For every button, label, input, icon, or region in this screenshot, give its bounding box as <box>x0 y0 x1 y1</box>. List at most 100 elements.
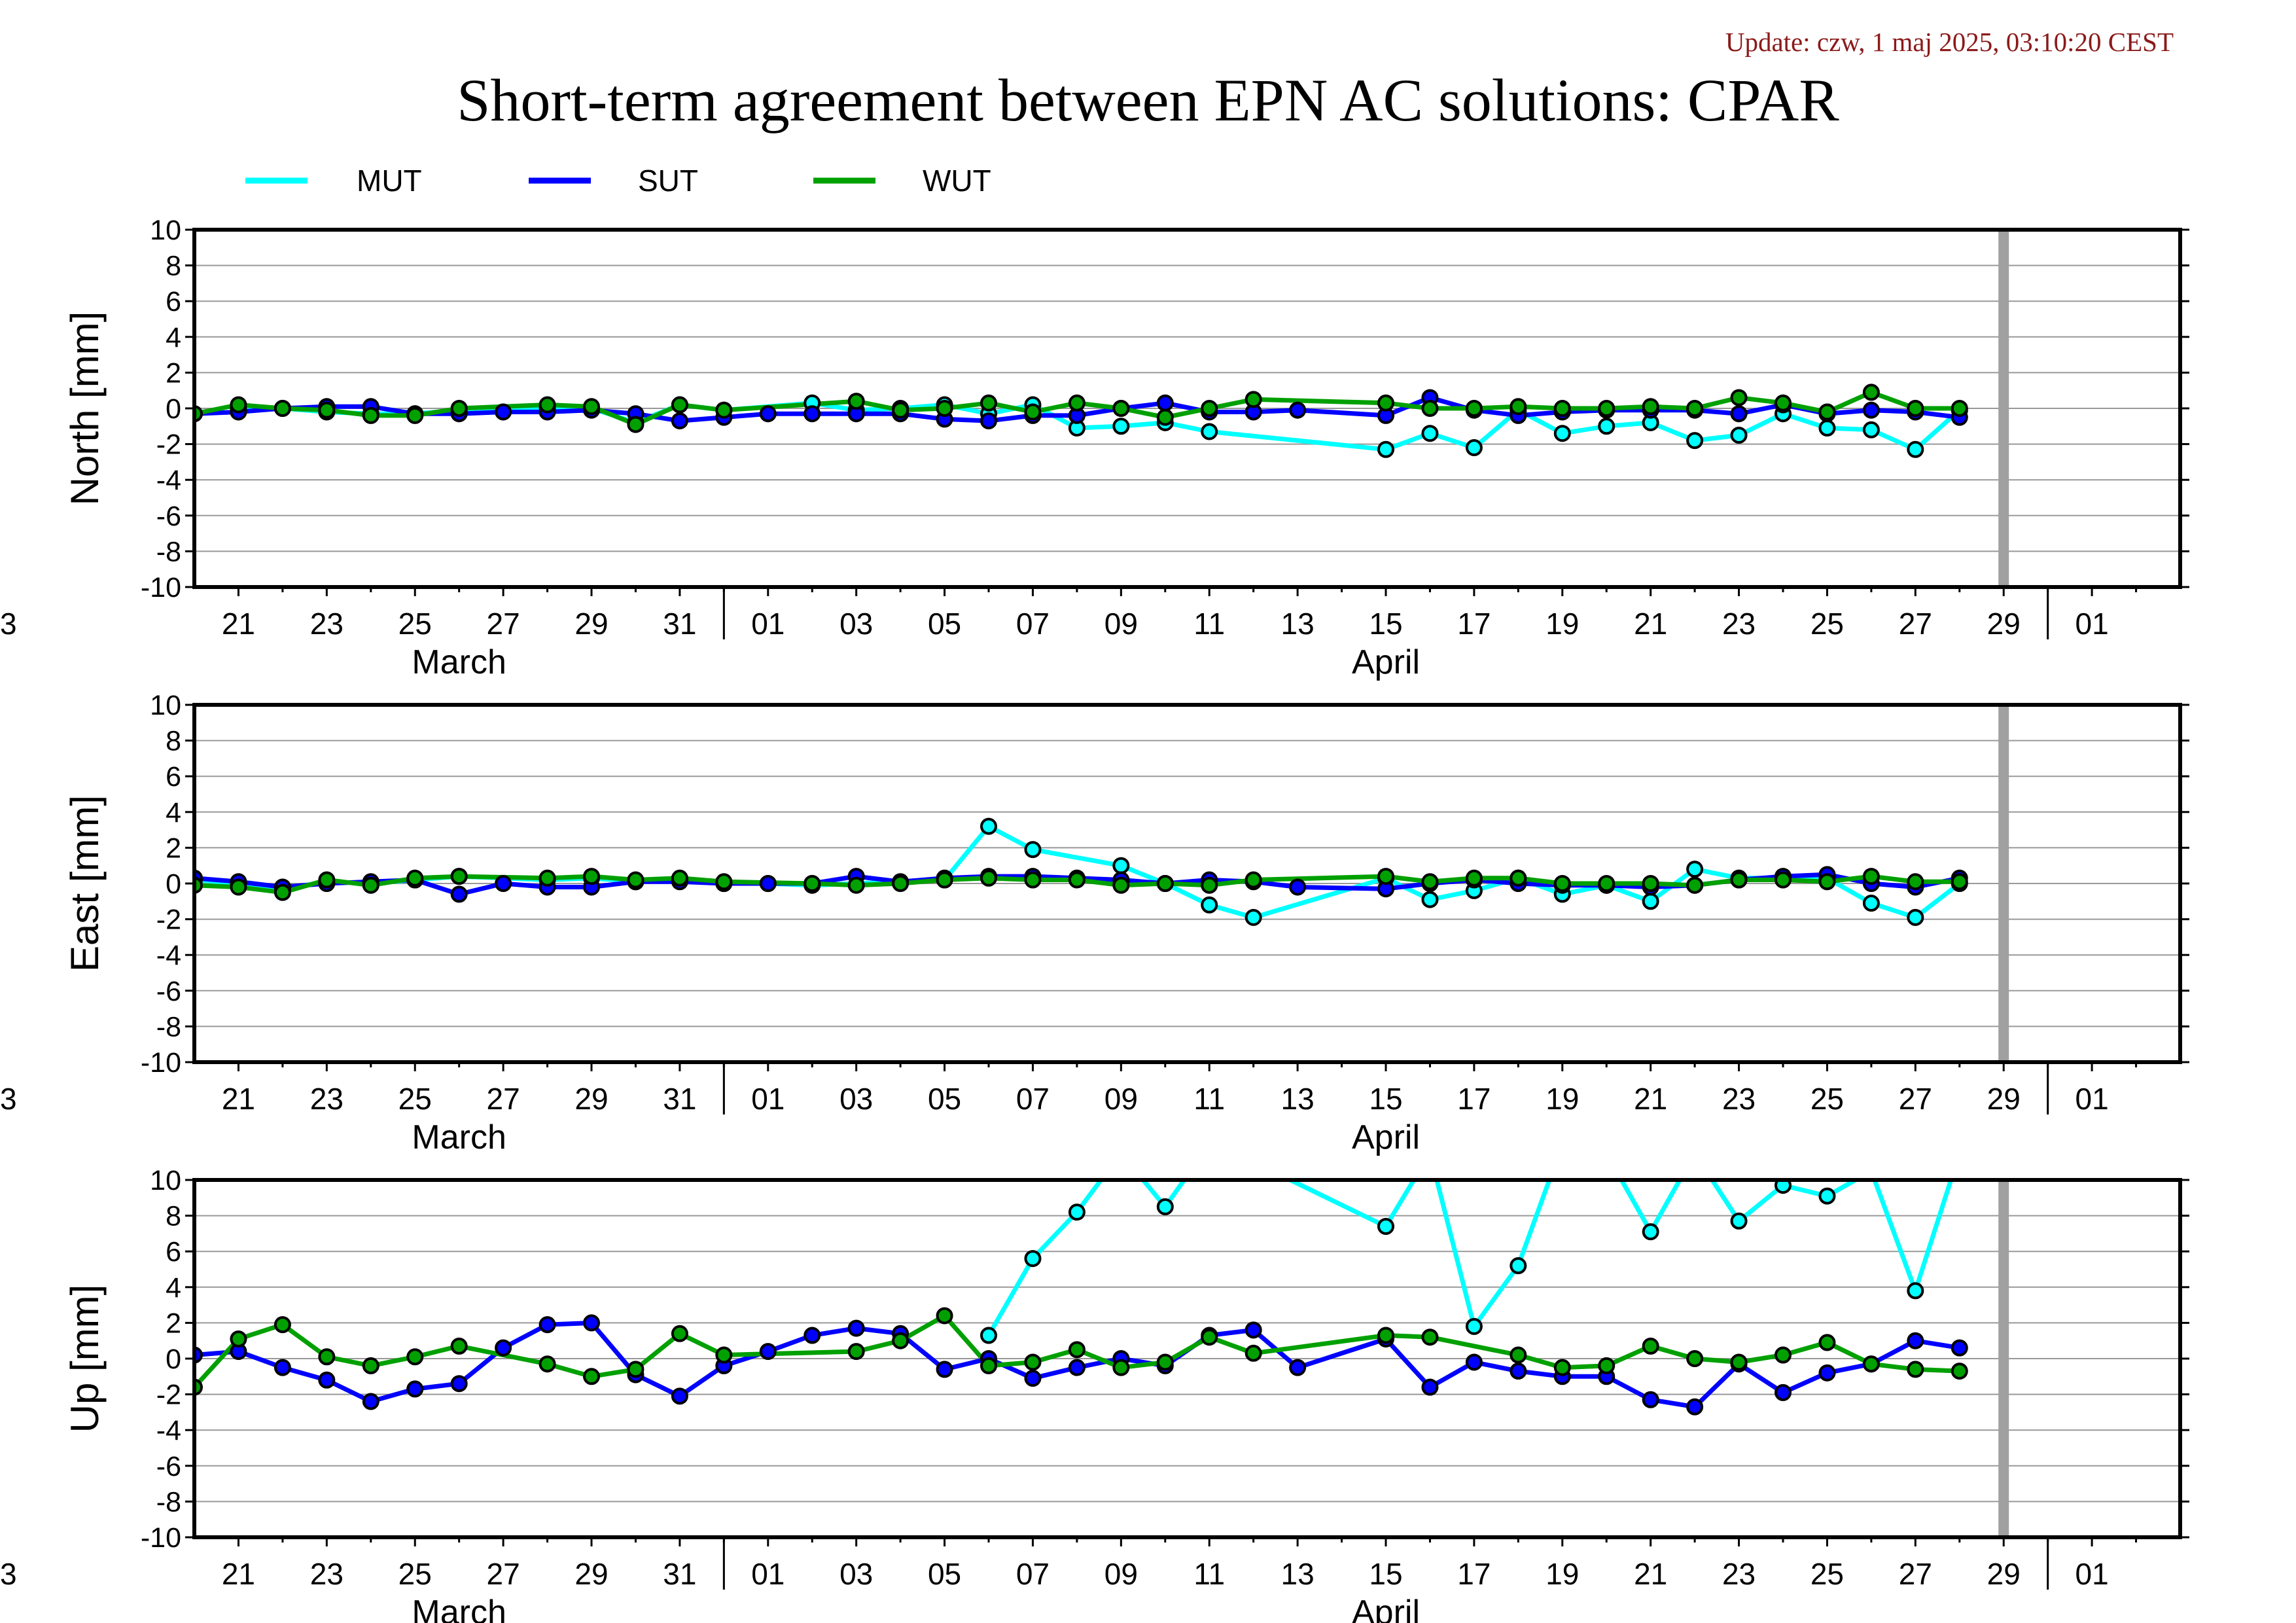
x-tick-label: 25 <box>398 1082 432 1116</box>
month-label: March <box>412 1118 506 1156</box>
data-point-wut <box>362 1357 380 1374</box>
x-tick-label: 17 <box>1457 1557 1491 1591</box>
x-tick-label: 29 <box>1987 607 2021 641</box>
y-tick-label: -8 <box>156 536 181 567</box>
x-tick-label: 23 <box>1722 1557 1756 1591</box>
data-point-wut <box>1201 400 1218 417</box>
x-tick-label: 03 <box>839 1557 873 1591</box>
data-point-wut <box>1553 1359 1571 1376</box>
data-point-sut <box>1818 1364 1836 1382</box>
data-point-mut <box>980 1327 997 1344</box>
x-tick-label: 23 <box>310 1082 344 1116</box>
data-point-wut <box>1686 1350 1704 1367</box>
panel-north: 10 8 6 4 2 0 -2 -4 -6 -8 -10 21 23 25 27 29 31 01 03 05 07 09… <box>0 215 2189 681</box>
data-point-wut <box>583 868 600 885</box>
data-point-wut <box>1818 873 1836 891</box>
y-tick-label: 8 <box>166 1201 181 1232</box>
series-line-mut <box>986 1180 1954 1337</box>
x-tick-label: 27 <box>1899 1082 1932 1116</box>
data-point-sut <box>1951 1339 1968 1357</box>
data-point-wut <box>847 876 865 894</box>
y-tick-label: 10 <box>150 690 181 721</box>
series-group <box>194 1180 1968 1416</box>
y-tick-label: 10 <box>150 1165 181 1196</box>
data-point-wut <box>1775 394 1792 412</box>
series-group <box>194 383 1968 458</box>
data-point-wut <box>318 401 336 419</box>
x-tick-label: 03 <box>839 607 873 641</box>
data-point-wut <box>1245 391 1262 408</box>
legend-label: MUT <box>357 164 422 198</box>
data-point-sut <box>1024 1370 1042 1387</box>
x-tick-label: 27 <box>487 607 520 641</box>
data-point-wut <box>1642 1337 1659 1355</box>
x-tick-label: 23 <box>310 1557 344 1591</box>
data-point-mut <box>1686 432 1704 450</box>
legend-item-mut: MUT <box>245 164 422 198</box>
y-tick-label: 4 <box>166 1272 181 1304</box>
data-point-wut <box>847 393 865 410</box>
x-tick-label: 21 <box>222 607 255 641</box>
data-point-sut <box>847 1319 865 1337</box>
data-point-sut <box>1245 1321 1262 1339</box>
data-point-wut <box>892 401 910 419</box>
data-point-wut <box>450 1337 468 1355</box>
series-line-sut <box>194 395 1960 423</box>
data-point-wut <box>362 876 380 894</box>
data-point-mut <box>1730 1212 1748 1230</box>
data-point-wut <box>230 1330 247 1347</box>
data-point-wut <box>406 869 424 887</box>
data-point-wut <box>1818 403 1836 421</box>
current-date-marker <box>1998 1180 2009 1537</box>
data-point-wut <box>1951 400 1968 417</box>
y-tick-label: 0 <box>166 1344 181 1375</box>
y-tick-label: 0 <box>166 393 181 425</box>
data-point-mut <box>1465 439 1483 457</box>
data-point-wut <box>1818 1334 1836 1351</box>
data-point-wut <box>1775 871 1792 889</box>
data-point-mut <box>1862 421 1880 438</box>
data-point-sut <box>671 1387 688 1405</box>
data-point-mut <box>1377 1217 1394 1235</box>
data-point-wut <box>627 871 645 889</box>
month-label: March <box>412 1594 506 1623</box>
x-tick-label: 27 <box>487 1082 520 1116</box>
x-tick-label: 17 <box>1457 1082 1491 1116</box>
data-point-wut <box>1862 383 1880 401</box>
plot-frame <box>192 703 2182 1064</box>
y-tick-label: 8 <box>166 251 181 282</box>
data-point-wut <box>1245 1344 1262 1362</box>
x-tick-label: 01 <box>2075 1082 2109 1116</box>
data-point-wut <box>671 1325 688 1342</box>
y-tick-label: -10 <box>141 1522 181 1554</box>
data-point-wut <box>1465 869 1483 887</box>
data-point-wut <box>1024 403 1042 421</box>
x-tick-label: 07 <box>1016 1557 1050 1591</box>
x-tick-label: 07 <box>1016 607 1050 641</box>
data-point-wut <box>980 394 997 412</box>
x-tick-label: 01 <box>751 607 785 641</box>
x-tick-label: 13 <box>1281 1557 1315 1591</box>
x-tick-label: 29 <box>574 1082 608 1116</box>
data-point-wut <box>1201 876 1218 894</box>
data-point-sut <box>759 1343 777 1361</box>
data-point-mut <box>1818 419 1836 437</box>
data-point-mut <box>1024 1250 1042 1268</box>
x-tick-label: 21 <box>222 1557 255 1591</box>
x-tick-label: 29 <box>1987 1082 2021 1116</box>
data-point-wut <box>1156 408 1174 426</box>
data-point-wut <box>936 871 953 889</box>
y-tick-label: 4 <box>166 322 181 353</box>
data-point-sut <box>1907 1332 1924 1349</box>
data-point-mut <box>1068 1204 1086 1221</box>
x-tick-label: 29 <box>1987 1557 2021 1591</box>
y-tick-label: -8 <box>156 1011 181 1043</box>
data-point-sut <box>1775 1383 1792 1401</box>
data-point-wut <box>362 406 380 424</box>
data-point-mut <box>1112 857 1130 874</box>
x-tick-label: 03 <box>0 607 17 641</box>
data-point-mut <box>1465 1317 1483 1335</box>
data-point-wut <box>980 1357 997 1374</box>
y-tick-label: -10 <box>141 572 181 603</box>
data-point-wut <box>583 1368 600 1385</box>
